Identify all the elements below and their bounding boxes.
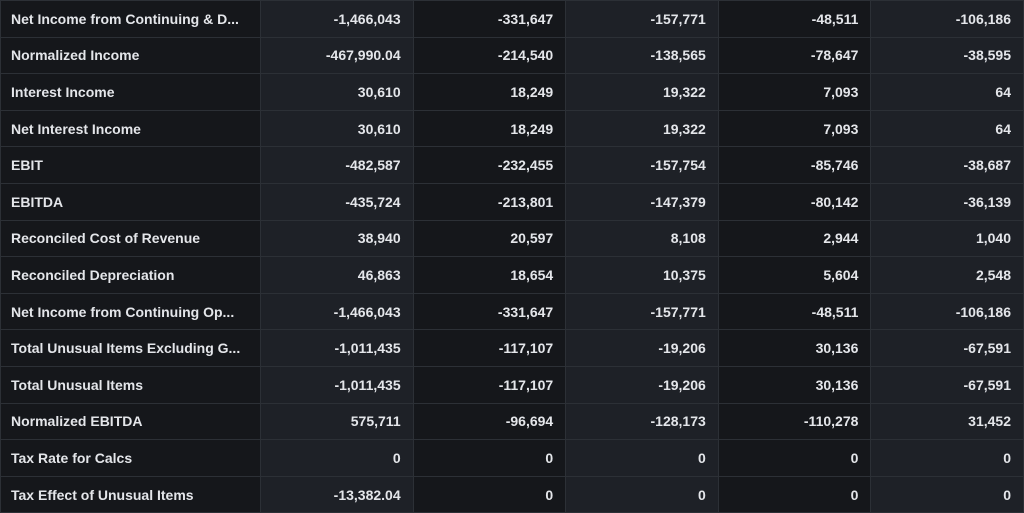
value-cell: -117,107 xyxy=(412,329,567,367)
value-cell: -106,186 xyxy=(870,292,1024,331)
table-row: Total Unusual Items -1,011,435 -117,107 -19… xyxy=(0,365,1024,404)
value-cell: 0 xyxy=(565,439,719,477)
value-cell: -48,511 xyxy=(717,292,872,331)
row-label: Normalized EBITDA xyxy=(0,402,262,441)
value-cell: -213,801 xyxy=(412,182,567,221)
value-cell: 0 xyxy=(565,475,719,513)
value-cell: -435,724 xyxy=(260,182,414,221)
value-cell: -36,139 xyxy=(870,182,1024,221)
table-row: Tax Rate for Calcs 0 0 0 0 0 xyxy=(0,439,1024,477)
row-label: Reconciled Depreciation xyxy=(0,256,262,294)
table-row: Tax Effect of Unusual Items -13,382.04 0 0 0… xyxy=(0,475,1024,513)
value-cell: -138,565 xyxy=(565,36,719,75)
value-cell: -96,694 xyxy=(412,402,567,441)
table-row: Total Unusual Items Excluding G... -1,011… xyxy=(0,329,1024,367)
value-cell: -1,011,435 xyxy=(260,329,414,367)
value-cell: -78,647 xyxy=(717,36,872,75)
value-cell: -232,455 xyxy=(412,146,567,184)
value-cell: 8,108 xyxy=(565,219,719,258)
value-cell: -13,382.04 xyxy=(260,475,414,513)
value-cell: -19,206 xyxy=(565,365,719,404)
row-label: Tax Effect of Unusual Items xyxy=(0,475,262,513)
value-cell: 10,375 xyxy=(565,256,719,294)
value-cell: 7,093 xyxy=(717,109,872,148)
value-cell: -1,466,043 xyxy=(260,292,414,331)
value-cell: -38,687 xyxy=(870,146,1024,184)
value-cell: 18,249 xyxy=(412,73,567,111)
value-cell: 30,136 xyxy=(717,365,872,404)
value-cell: -38,595 xyxy=(870,36,1024,75)
row-label: EBIT xyxy=(0,146,262,184)
value-cell: -117,107 xyxy=(412,365,567,404)
value-cell: 1,040 xyxy=(870,219,1024,258)
value-cell: -157,771 xyxy=(565,292,719,331)
row-label: Net Interest Income xyxy=(0,109,262,148)
value-cell: 0 xyxy=(412,439,567,477)
row-label: EBITDA xyxy=(0,182,262,221)
value-cell: 0 xyxy=(412,475,567,513)
value-cell: -106,186 xyxy=(870,0,1024,38)
value-cell: 46,863 xyxy=(260,256,414,294)
value-cell: -482,587 xyxy=(260,146,414,184)
value-cell: 64 xyxy=(870,73,1024,111)
value-cell: 5,604 xyxy=(717,256,872,294)
row-label: Total Unusual Items xyxy=(0,365,262,404)
value-cell: 0 xyxy=(260,439,414,477)
value-cell: -85,746 xyxy=(717,146,872,184)
row-label: Normalized Income xyxy=(0,36,262,75)
value-cell: 2,944 xyxy=(717,219,872,258)
row-label: Tax Rate for Calcs xyxy=(0,439,262,477)
row-label: Reconciled Cost of Revenue xyxy=(0,219,262,258)
value-cell: 0 xyxy=(870,475,1024,513)
value-cell: -19,206 xyxy=(565,329,719,367)
table-row: Interest Income 30,610 18,249 19,322 7,093 64 xyxy=(0,73,1024,111)
value-cell: -1,466,043 xyxy=(260,0,414,38)
table-row: Net Income from Continuing & D... -1,466,… xyxy=(0,0,1024,38)
value-cell: 64 xyxy=(870,109,1024,148)
value-cell: -67,591 xyxy=(870,365,1024,404)
value-cell: -147,379 xyxy=(565,182,719,221)
value-cell: 20,597 xyxy=(412,219,567,258)
row-label: Interest Income xyxy=(0,73,262,111)
value-cell: 2,548 xyxy=(870,256,1024,294)
value-cell: -331,647 xyxy=(412,0,567,38)
value-cell: 30,610 xyxy=(260,73,414,111)
table-row: Reconciled Depreciation 46,863 18,654 10,37… xyxy=(0,256,1024,294)
table-row: Net Interest Income 30,610 18,249 19,322 7,0… xyxy=(0,109,1024,148)
row-label: Total Unusual Items Excluding G... xyxy=(0,329,262,367)
table-row: Reconciled Cost of Revenue 38,940 20,597 8,… xyxy=(0,219,1024,258)
value-cell: 575,711 xyxy=(260,402,414,441)
value-cell: 0 xyxy=(717,439,872,477)
value-cell: -157,771 xyxy=(565,0,719,38)
value-cell: -1,011,435 xyxy=(260,365,414,404)
value-cell: 19,322 xyxy=(565,109,719,148)
row-label: Net Income from Continuing & D... xyxy=(0,0,262,38)
value-cell: -157,754 xyxy=(565,146,719,184)
value-cell: 38,940 xyxy=(260,219,414,258)
table-row: Net Income from Continuing Op... -1,466,0… xyxy=(0,292,1024,331)
value-cell: 18,249 xyxy=(412,109,567,148)
value-cell: -128,173 xyxy=(565,402,719,441)
value-cell: -214,540 xyxy=(412,36,567,75)
value-cell: 19,322 xyxy=(565,73,719,111)
table-row: Normalized Income -467,990.04 -214,540 -138… xyxy=(0,36,1024,75)
table-row: EBIT -482,587 -232,455 -157,754 -85,746 -38,6… xyxy=(0,146,1024,184)
value-cell: -331,647 xyxy=(412,292,567,331)
value-cell: 7,093 xyxy=(717,73,872,111)
row-label: Net Income from Continuing Op... xyxy=(0,292,262,331)
value-cell: 30,136 xyxy=(717,329,872,367)
table-row: Normalized EBITDA 575,711 -96,694 -128,173-… xyxy=(0,402,1024,441)
value-cell: -67,591 xyxy=(870,329,1024,367)
value-cell: 18,654 xyxy=(412,256,567,294)
value-cell: 0 xyxy=(717,475,872,513)
value-cell: -110,278 xyxy=(717,402,872,441)
value-cell: 30,610 xyxy=(260,109,414,148)
value-cell: -48,511 xyxy=(717,0,872,38)
value-cell: -467,990.04 xyxy=(260,36,414,75)
value-cell: 0 xyxy=(870,439,1024,477)
value-cell: 31,452 xyxy=(870,402,1024,441)
table-row: EBITDA -435,724 -213,801 -147,379 -80,142 -36… xyxy=(0,182,1024,221)
value-cell: -80,142 xyxy=(717,182,872,221)
